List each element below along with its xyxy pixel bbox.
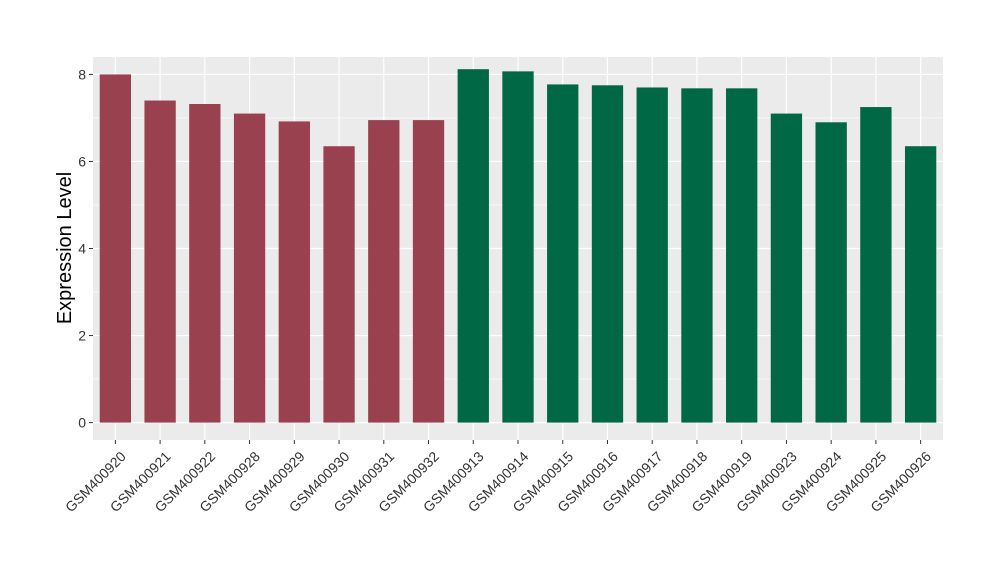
bar-GSM400922	[189, 104, 221, 423]
y-axis-title: Expression Level	[54, 172, 76, 324]
bar-GSM400930	[323, 146, 355, 423]
bar-GSM400921	[144, 100, 176, 423]
bar-GSM400919	[726, 88, 758, 423]
bar-GSM400928	[233, 113, 266, 423]
bar-GSM400918	[681, 88, 713, 423]
y-tick-label: 2	[78, 328, 86, 344]
x-axis: GSM400920GSM400921GSM400922GSM400928GSM4…	[62, 440, 934, 515]
bar-GSM400924	[815, 122, 847, 423]
y-axis: 0 2 4 6 8	[78, 66, 93, 431]
bar-GSM400914	[502, 71, 534, 423]
y-tick-label: 8	[78, 66, 86, 82]
y-tick-label: 0	[78, 415, 86, 431]
bars	[99, 69, 937, 423]
bar-GSM400923	[770, 113, 803, 423]
bar-GSM400913	[457, 69, 489, 423]
bar-GSM400929	[278, 121, 310, 423]
y-tick-label: 6	[78, 153, 86, 169]
bar-GSM400931	[368, 120, 400, 423]
bar-GSM400925	[860, 107, 892, 423]
bar-GSM400920	[99, 74, 132, 423]
bar-GSM400917	[636, 87, 668, 423]
y-tick-label: 4	[78, 241, 86, 257]
bar-GSM400926	[904, 146, 937, 423]
bar-GSM400915	[547, 84, 579, 423]
bar-GSM400932	[412, 120, 445, 423]
bar-GSM400916	[591, 85, 624, 423]
